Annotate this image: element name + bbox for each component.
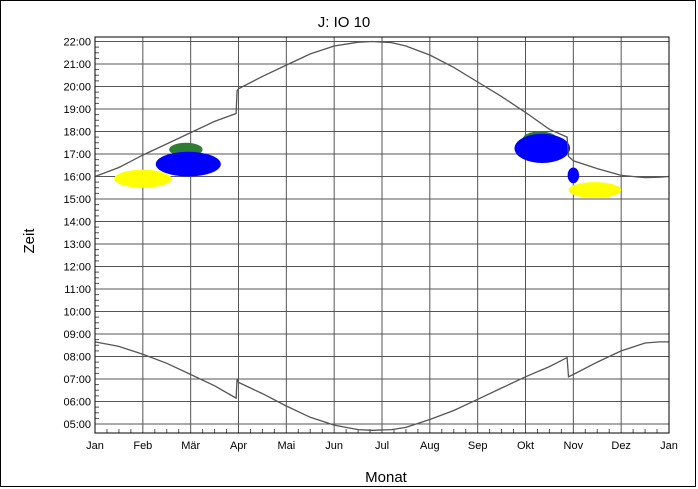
x-tick-label: Dez — [611, 440, 631, 452]
y-tick-label: 11:00 — [64, 284, 91, 296]
x-tick-label: Okt — [517, 440, 534, 452]
y-tick-label: 17:00 — [63, 149, 91, 161]
y-tick-label: 12:00 — [63, 262, 91, 274]
x-tick-label: Sep — [468, 440, 488, 452]
x-tick-label: Jul — [375, 440, 389, 452]
y-axis-label: Zeit — [21, 228, 38, 254]
data-region — [567, 167, 580, 184]
series-line — [94, 341, 669, 431]
y-tick-label: 19:00 — [63, 104, 91, 116]
data-region — [514, 133, 570, 163]
y-tick-label: 15:00 — [63, 194, 91, 206]
x-tick-label: Mai — [277, 440, 295, 452]
y-tick-label: 22:00 — [63, 37, 91, 49]
y-tick-label: 07:00 — [63, 374, 91, 386]
y-tick-label: 21:00 — [63, 59, 91, 71]
y-tick-label: 08:00 — [63, 352, 91, 364]
x-tick-label: Feb — [133, 440, 152, 452]
chart-title: J: IO 10 — [318, 14, 371, 31]
series-line — [94, 40, 670, 179]
y-tick-label: 10:00 — [63, 307, 91, 319]
x-axis-label: Monat — [365, 469, 408, 486]
y-tick-label: 06:00 — [63, 397, 91, 409]
x-tick-label: Apr — [230, 440, 247, 452]
plot-border — [94, 36, 670, 434]
x-tick-label: Jan — [660, 440, 678, 452]
y-tick-label: 09:00 — [63, 329, 91, 341]
x-tick-label: Jan — [86, 440, 104, 452]
y-tick-labels: 05:00 06:00 07:00 08:00 09:00 10:00 11:00 12:00… — [63, 37, 91, 432]
y-tick-label: 18:00 — [63, 127, 91, 139]
data-region — [568, 182, 622, 198]
y-tick-label: 20:00 — [63, 82, 91, 94]
x-tick-label: Mär — [181, 440, 200, 452]
x-tick-label: Aug — [420, 440, 440, 452]
y-tick-label: 16:00 — [63, 172, 91, 184]
x-tick-label: Jun — [325, 440, 343, 452]
y-tick-label: 13:00 — [63, 239, 91, 251]
regions — [114, 131, 622, 198]
y-tick-label: 14:00 — [63, 217, 91, 229]
y-tick-label: 05:00 — [63, 419, 91, 431]
grid — [94, 37, 670, 433]
series-group — [94, 40, 670, 431]
x-tick-labels: Jan Feb Mär Apr Mai Jun Jul Aug Sep Okt Nov Dez Jan — [86, 440, 678, 452]
data-region — [114, 169, 172, 188]
x-tick-label: Nov — [564, 440, 584, 452]
data-region — [155, 151, 221, 177]
